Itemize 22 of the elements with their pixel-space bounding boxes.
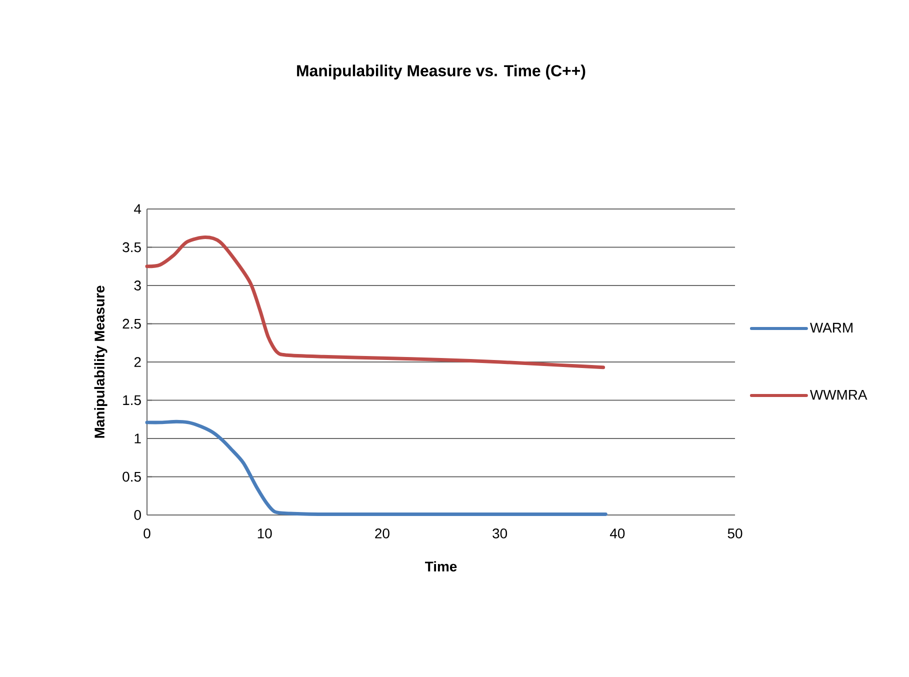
y-tick-label: 4: [134, 204, 142, 214]
y-tick-label: 0: [134, 510, 141, 520]
x-axis-title: Time: [425, 561, 457, 572]
chart-title: Manipulability Measure vs. Time (C++): [297, 64, 586, 80]
y-tick-label: 1: [134, 434, 141, 444]
x-tick-label: 40: [610, 528, 625, 538]
y-tick-label: 2: [134, 357, 141, 367]
x-tick-label: 0: [144, 528, 150, 538]
x-tick-label: 20: [375, 528, 390, 538]
legend-label: WWMRA: [810, 390, 868, 400]
y-tick-label: 3.5: [122, 242, 141, 252]
y-tick-label: 0.5: [122, 472, 141, 482]
y-tick-label: 3: [134, 280, 141, 290]
x-tick-label: 50: [728, 528, 742, 538]
y-tick-label: 1.5: [123, 395, 141, 406]
line-series: [145, 420, 608, 516]
y-axis-title: Manipulability Measure: [94, 286, 108, 438]
x-tick-label: 30: [492, 528, 508, 538]
y-tick-label: 2.5: [122, 318, 141, 329]
line-series: [145, 236, 606, 370]
x-tick-label: 10: [258, 528, 272, 538]
legend-label: WARM: [810, 322, 852, 333]
